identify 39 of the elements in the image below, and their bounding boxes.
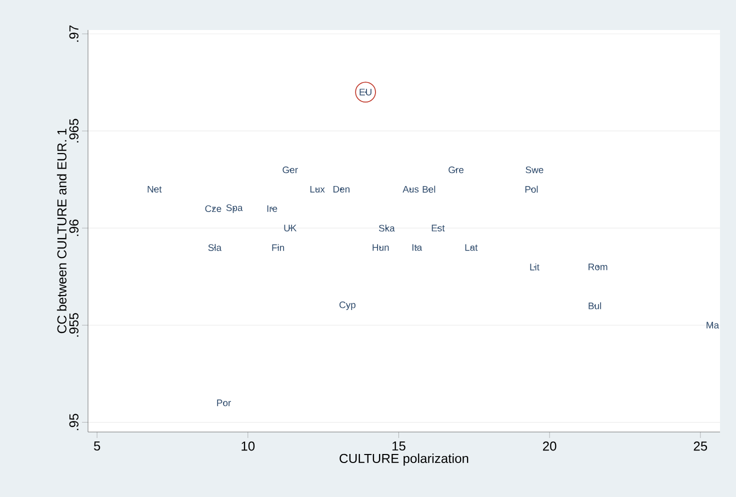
y-tick-label: .96 xyxy=(69,220,78,236)
series-label: UK xyxy=(284,224,297,232)
series-label: Pol xyxy=(525,186,538,193)
series-label: EU xyxy=(360,88,372,96)
x-tick-label: 25 xyxy=(694,442,708,451)
series-label: Sla xyxy=(208,244,222,251)
series-label: Cze xyxy=(205,205,222,212)
x-tick-label: 10 xyxy=(242,442,255,451)
series-label: Ita xyxy=(412,244,422,251)
series-label: Swe xyxy=(526,166,544,174)
x-tick-label: 5 xyxy=(94,442,100,451)
x-tick-label: 20 xyxy=(543,442,556,451)
series-label: Ma xyxy=(706,322,720,328)
series-label: Spa xyxy=(226,204,243,213)
y-tick-label: .965 xyxy=(69,118,78,142)
series-label: Cyp xyxy=(340,301,356,310)
y-axis-title: CC between CULTURE and EUR. 1 xyxy=(56,128,66,334)
x-axis-title: CULTURE polarization xyxy=(340,454,468,466)
series-label: Lat xyxy=(465,244,478,251)
series-label: Aus xyxy=(402,186,419,193)
series-label: Est xyxy=(432,224,445,232)
series-label: Den xyxy=(334,186,350,193)
series-label: Bul xyxy=(588,302,602,310)
series-label: Por xyxy=(217,400,231,406)
y-tick-label: .955 xyxy=(69,313,78,337)
series-label: Net xyxy=(148,186,162,193)
series-label: Ska xyxy=(378,224,395,232)
series-label: Lux xyxy=(310,186,325,193)
series-label: Bel xyxy=(422,186,436,193)
series-label: Hun xyxy=(372,244,389,251)
series-label: Rom xyxy=(588,264,608,270)
y-tick-label: .97 xyxy=(69,26,78,42)
series-label: Ger xyxy=(282,166,298,174)
series-label: Lit xyxy=(530,263,540,270)
series-label: Gre xyxy=(448,166,464,174)
series-label: Fin xyxy=(272,244,284,251)
x-tick-label: 15 xyxy=(392,442,406,451)
y-tick-label: .95 xyxy=(69,414,78,430)
series-label: Ire xyxy=(267,205,278,212)
